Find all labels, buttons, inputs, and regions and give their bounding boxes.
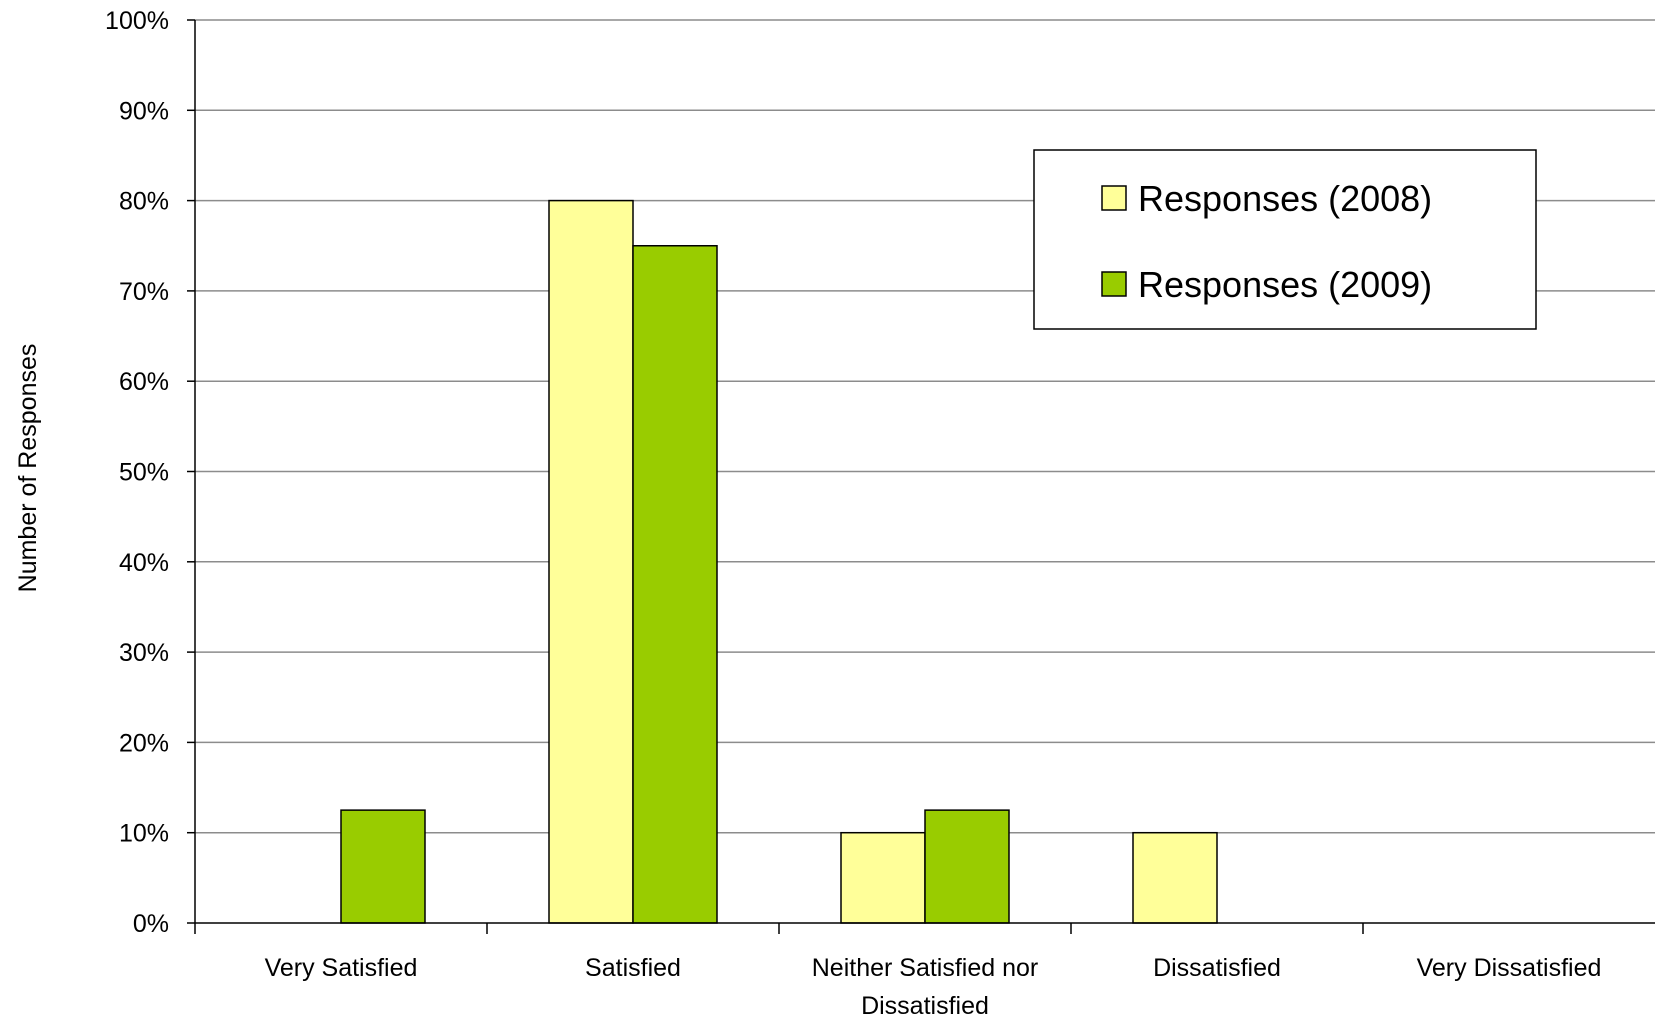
bar: [549, 201, 633, 923]
x-tick-label: Very Dissatisfied: [1417, 954, 1602, 982]
legend-swatch: [1102, 186, 1126, 210]
y-tick-label: 90%: [119, 97, 169, 125]
x-tick-label: Satisfied: [585, 954, 681, 982]
y-tick-label: 80%: [119, 188, 169, 216]
bar: [841, 833, 925, 923]
y-tick-label: 70%: [119, 278, 169, 306]
legend-label: Responses (2008): [1138, 178, 1432, 219]
bar: [633, 246, 717, 923]
x-tick-label: Dissatisfied: [1153, 954, 1281, 982]
x-axis: Very Satisfied Satisfied Neither Satisfied…: [195, 923, 1655, 1020]
bar: [341, 810, 425, 923]
y-tick-label: 40%: [119, 549, 169, 577]
legend-swatch: [1102, 272, 1126, 296]
y-tick-label: 10%: [119, 820, 169, 848]
y-tick-label: 100%: [105, 7, 169, 35]
y-axis: 0% 10% 20% 30% 40% 50% 60% 70% 80% 90% 100%: [105, 7, 195, 938]
bar: [925, 810, 1009, 923]
legend: Responses (2008) Responses (2009): [1034, 150, 1536, 329]
y-tick-label: 50%: [119, 459, 169, 487]
y-axis-title: Number of Responses: [14, 344, 42, 593]
y-tick-label: 30%: [119, 639, 169, 667]
x-tick-label: Very Satisfied: [265, 954, 418, 982]
gridlines: [195, 20, 1655, 833]
x-tick-label: Neither Satisfied nor Dissatisfied: [812, 954, 1039, 1020]
y-tick-label: 60%: [119, 368, 169, 396]
legend-label: Responses (2009): [1138, 264, 1432, 305]
y-tick-label: 0%: [133, 910, 169, 938]
y-tick-label: 20%: [119, 729, 169, 757]
bar: [1133, 833, 1217, 923]
